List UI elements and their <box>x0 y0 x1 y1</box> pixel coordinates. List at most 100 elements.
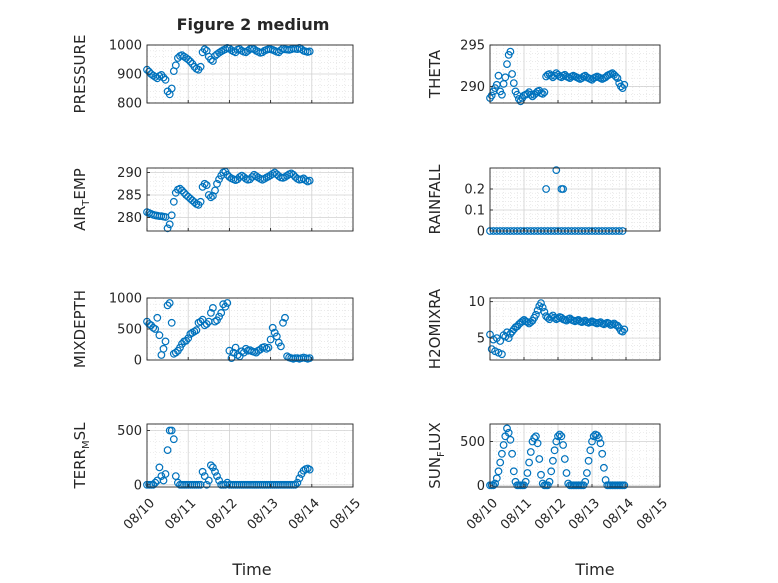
data-point <box>260 343 269 351</box>
y-tick-label: 0 <box>477 225 485 240</box>
data-point <box>499 441 508 449</box>
data-point <box>289 170 298 179</box>
data-point <box>547 467 556 476</box>
data-point <box>526 448 535 456</box>
data-point <box>305 354 314 363</box>
data-point <box>167 211 176 220</box>
subplot-theta: 290 295 THETA <box>426 39 661 106</box>
data-point <box>279 318 287 327</box>
y-tick-label: 1000 <box>109 39 142 54</box>
data-point <box>554 432 562 441</box>
y-tick-label: 1000 <box>109 292 142 307</box>
data-point <box>509 79 518 87</box>
data-point <box>176 343 184 352</box>
x-tick-label: 08/15 <box>327 496 364 533</box>
data-point <box>202 181 211 190</box>
data-point <box>208 304 217 312</box>
data-point <box>204 191 213 199</box>
data-point <box>268 323 277 332</box>
subplot-terrmsl: 08/10 08/11 08/12 08/13 08/14 08/15 0 500 TERRMS… <box>71 422 364 533</box>
data-point <box>518 317 527 326</box>
data-point <box>155 463 164 472</box>
data-point <box>200 45 209 54</box>
data-point <box>171 472 180 481</box>
data-point <box>523 469 532 477</box>
axes-box <box>146 167 354 232</box>
y-axis-label: THETA <box>426 49 444 99</box>
data-point <box>552 166 561 175</box>
data-point <box>211 317 219 326</box>
data-point <box>151 478 160 487</box>
data-point <box>620 481 629 490</box>
x-tick-label: 08/12 <box>203 496 240 533</box>
data-point <box>231 343 240 352</box>
data-point <box>184 55 193 64</box>
data-point <box>159 73 168 82</box>
data-point <box>540 308 549 316</box>
y-axis-label: AIRTEMP <box>71 168 92 231</box>
data-point <box>163 224 172 233</box>
x-tick-label: 08/10 <box>464 496 501 533</box>
x-axis-label-right: Time <box>574 560 614 579</box>
y-tick-label: 0 <box>477 479 485 494</box>
y-tick-label: 0 <box>134 478 142 493</box>
data-point <box>496 337 505 345</box>
data-point <box>305 47 314 56</box>
plot-area <box>490 168 660 231</box>
data-point <box>182 336 191 345</box>
data-point <box>163 446 172 455</box>
subplot-rainfall: 0 0.1 0.2 RAINFALL <box>426 164 661 240</box>
data-point <box>618 327 627 336</box>
subplot-pressure: 800 900 1000 PRESSURE <box>71 35 354 114</box>
data-point <box>562 469 571 477</box>
x-tick-label: 08/15 <box>634 496 671 533</box>
y-tick-label: 0.2 <box>464 183 485 198</box>
x-tick-label: 08/13 <box>245 496 282 533</box>
data-point <box>584 456 593 465</box>
data-point <box>169 197 178 206</box>
data-point <box>217 309 226 317</box>
data-point <box>258 48 267 57</box>
data-point <box>291 480 300 489</box>
data-point <box>161 337 170 346</box>
figure-title: Figure 2 medium <box>177 15 330 34</box>
x-axis-label-left: Time <box>231 560 271 579</box>
data-point <box>184 334 193 343</box>
data-point <box>521 477 530 486</box>
data-point <box>213 179 221 188</box>
y-tick-label: 0.1 <box>464 204 485 219</box>
data-point <box>225 346 234 355</box>
data-point <box>281 313 289 322</box>
data-point <box>504 334 513 343</box>
data-point <box>545 477 554 486</box>
y-tick-label: 295 <box>460 39 485 54</box>
axes-box <box>489 44 661 104</box>
data-point <box>588 437 596 446</box>
data-point <box>196 62 205 71</box>
y-axis-label: PRESSURE <box>71 35 89 114</box>
subplot-airtemp: 280 285 290 AIRTEMP <box>71 166 354 233</box>
data-point <box>583 469 591 477</box>
subplot-h2omixra: 5 10 H2OMIXRA <box>426 288 661 369</box>
data-point <box>559 441 567 449</box>
subplot-mixdepth: 0 500 1000 MIXDEPTH <box>71 290 354 369</box>
axes-box <box>489 297 661 361</box>
y-axis-label: H2OMIXRA <box>426 288 444 369</box>
data-point <box>501 73 510 82</box>
data-point <box>167 426 176 435</box>
data-point <box>204 476 213 485</box>
data-point <box>552 437 561 446</box>
data-point <box>165 220 174 229</box>
data-point <box>530 434 539 442</box>
y-tick-label: 0 <box>134 354 142 369</box>
data-point <box>589 432 598 441</box>
x-tick-label: 08/14 <box>600 496 637 533</box>
data-point <box>200 472 209 481</box>
data-point <box>171 61 180 70</box>
data-point <box>301 176 310 185</box>
data-point <box>151 325 160 333</box>
data-point <box>171 348 180 357</box>
data-point <box>525 458 533 467</box>
